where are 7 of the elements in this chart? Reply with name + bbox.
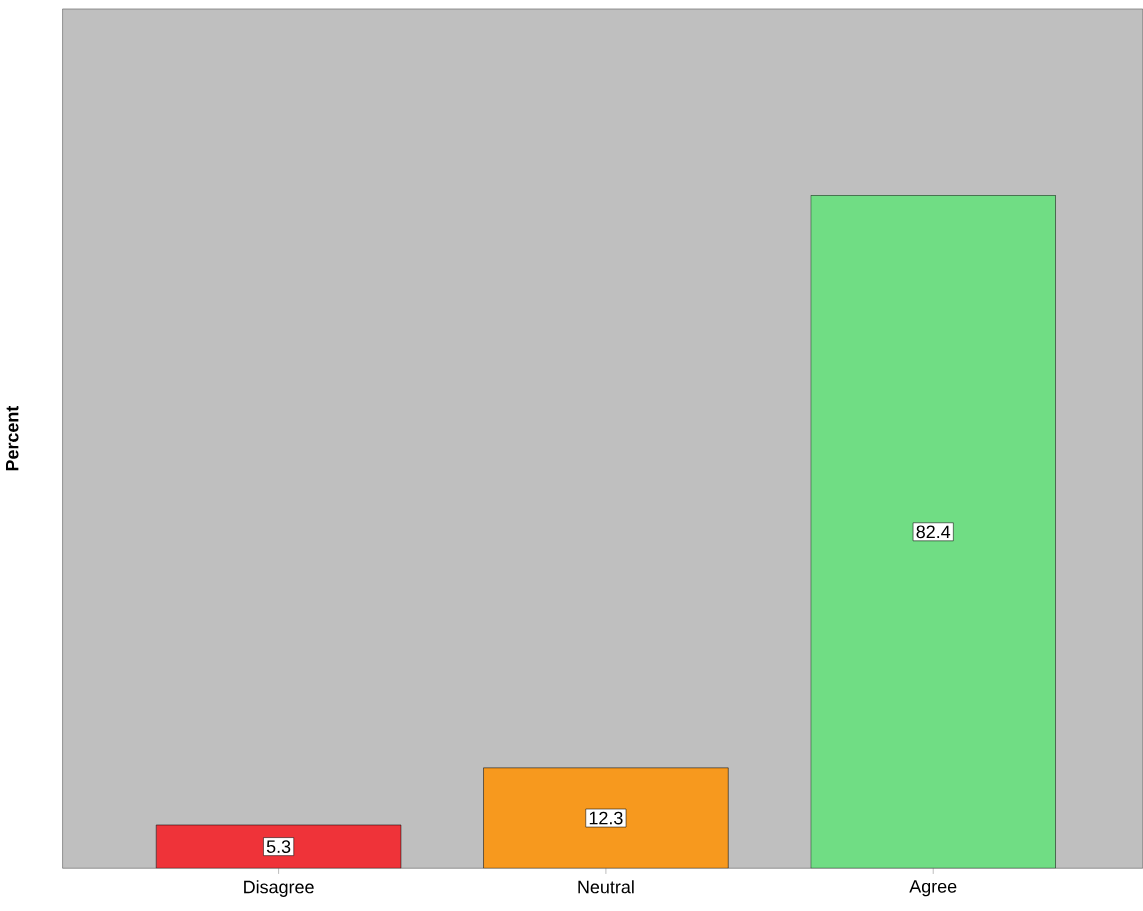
data-label: 82.4 [916,525,951,539]
data-label: 5.3 [266,840,291,854]
x-tick-label: Neutral [578,880,634,894]
x-tick-label: Agree [909,880,957,897]
y-axis-title: Percent [5,405,19,471]
data-label: 12.3 [589,811,623,825]
x-tick-label: Disagree [244,880,314,898]
